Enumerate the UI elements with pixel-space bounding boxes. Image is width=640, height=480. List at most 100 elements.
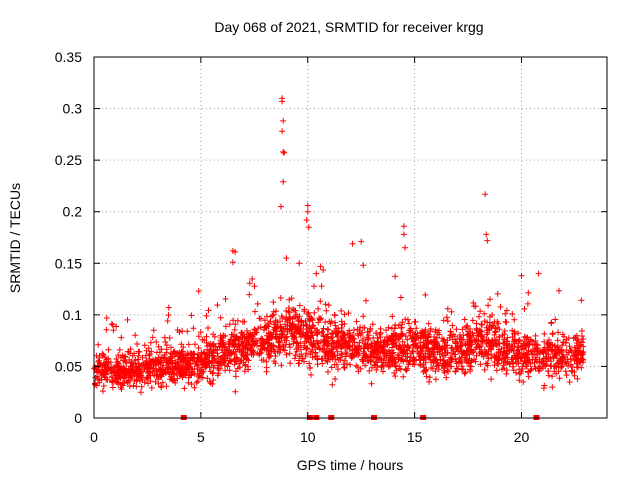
data-point [337,341,344,347]
data-point-peak [304,208,311,215]
data-point [209,381,216,387]
data-point [185,374,192,381]
data-point [503,370,510,377]
data-point [209,370,216,377]
data-point [417,356,424,363]
data-point [528,366,535,373]
data-point [511,316,518,323]
data-point [481,310,488,317]
data-point [389,332,396,339]
data-point [539,358,546,365]
data-point [301,306,308,313]
data-point [289,326,296,333]
data-point [241,318,248,325]
data-point [298,330,304,337]
data-point [529,341,536,348]
data-point [175,356,181,363]
data-point [511,328,518,335]
data-point [260,339,267,346]
data-point [420,364,427,371]
data-point [266,354,272,361]
data-point [495,348,502,355]
data-point [552,343,558,350]
data-point [279,315,286,322]
data-point-peak [279,98,286,105]
data-point [236,364,243,371]
data-point [477,361,484,368]
data-point [218,334,225,341]
data-point [225,341,232,348]
data-point [195,345,202,351]
data-point [574,347,581,354]
data-point [491,362,498,369]
chart-title: Day 068 of 2021, SRMTID for receiver krg… [214,19,483,35]
data-point [540,385,547,392]
data-point [143,375,150,382]
data-point [389,361,396,368]
data-point [373,366,380,373]
data-point [201,337,208,344]
data-point [489,337,495,344]
data-point [136,378,143,385]
data-point [409,334,416,340]
data-point-peak [278,203,284,210]
data-point [100,351,107,358]
data-point [440,364,447,370]
data-point [488,351,494,358]
data-point [504,367,510,374]
data-point [217,365,223,372]
data-point [405,361,412,368]
data-point [296,360,303,367]
data-point [549,384,556,391]
data-point [411,337,418,344]
data-point [307,333,314,340]
data-point [321,337,328,344]
data-point [317,316,323,323]
data-point [287,315,294,322]
data-point [521,352,528,359]
data-points [91,95,587,396]
data-point [555,346,562,353]
data-point [272,328,279,334]
data-point [270,299,277,306]
data-point-peak [281,149,288,156]
data-point [396,365,403,372]
data-point [254,300,261,307]
data-point [491,331,498,338]
data-point [461,370,468,377]
data-point [472,303,479,310]
data-point [293,346,300,353]
data-point [384,341,391,348]
data-point-peak [360,262,367,269]
data-point [556,375,563,382]
data-point [324,331,331,338]
data-point [417,362,424,369]
data-point [420,339,427,345]
data-point [325,368,331,375]
data-point [369,364,375,371]
data-point [484,319,491,326]
data-point [261,317,268,324]
data-point [453,326,460,333]
data-point [169,353,176,360]
data-point [392,273,399,280]
data-point [319,355,326,362]
data-point [100,383,107,389]
data-point [432,355,439,362]
data-point [374,335,381,342]
data-point [229,331,236,338]
y-axis-label: SRMTID / TECUs [7,183,23,293]
data-point [528,348,534,355]
data-point [184,328,191,335]
data-point [146,352,153,359]
data-point [478,328,485,335]
data-point [331,312,338,319]
data-point [566,343,573,350]
data-point [232,321,239,328]
data-point [392,360,398,367]
data-point [130,361,137,368]
data-point [153,339,160,345]
data-point [445,368,452,375]
data-point [453,365,460,372]
